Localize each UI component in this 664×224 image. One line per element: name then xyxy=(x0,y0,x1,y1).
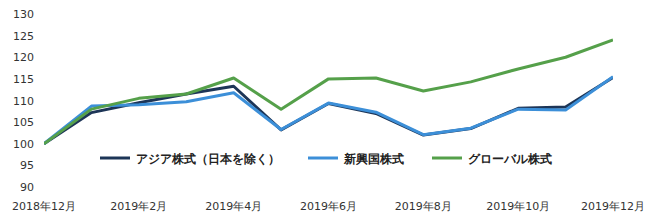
y-tick-label: 125 xyxy=(13,30,34,43)
chart: 90 95 100 105 110 115 120 125 130 2018年12月 2019年2月… xyxy=(0,0,664,224)
y-tick-label: 120 xyxy=(13,51,34,64)
y-tick-label: 105 xyxy=(13,116,34,129)
series-line xyxy=(44,40,613,144)
legend-swatch xyxy=(432,157,462,160)
series-line xyxy=(44,77,613,144)
legend-label: 新興国株式 xyxy=(343,152,404,166)
legend-swatch xyxy=(100,157,130,160)
legend-label: アジア株式（日本を除く） xyxy=(136,152,280,166)
x-tick-label: 2019年10月 xyxy=(486,200,550,213)
x-tick-label: 2018年12月 xyxy=(12,200,76,213)
y-tick-label: 110 xyxy=(13,95,34,108)
y-tick-label: 115 xyxy=(13,73,34,86)
x-tick-label: 2019年6月 xyxy=(300,200,357,213)
y-tick-label: 95 xyxy=(20,159,34,172)
x-tick-label: 2019年4月 xyxy=(205,200,262,213)
x-tick-label: 2019年8月 xyxy=(395,200,452,213)
legend-swatch xyxy=(308,157,338,160)
y-tick-label: 90 xyxy=(20,181,34,194)
y-tick-label: 100 xyxy=(13,138,34,151)
series-line xyxy=(44,78,613,144)
legend-label: グローバル株式 xyxy=(468,152,552,166)
y-tick-label: 130 xyxy=(13,8,34,21)
x-tick-label: 2019年12月 xyxy=(581,200,645,213)
x-tick-label: 2019年2月 xyxy=(110,200,167,213)
plot-area xyxy=(44,40,613,144)
